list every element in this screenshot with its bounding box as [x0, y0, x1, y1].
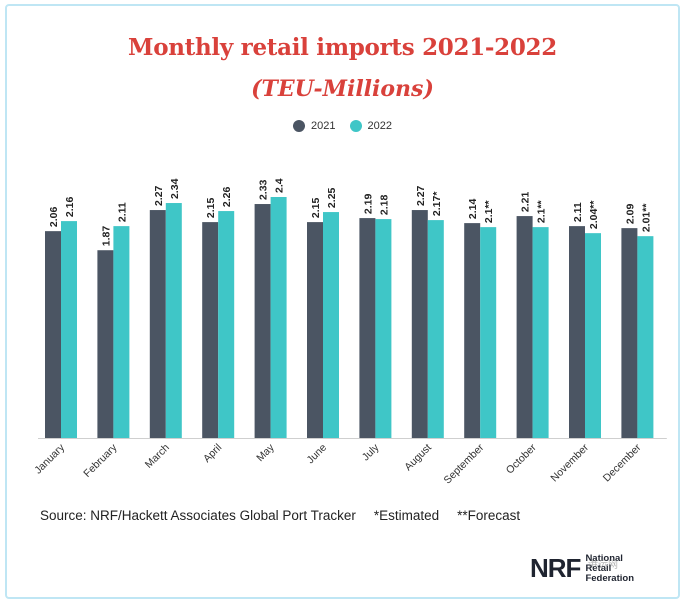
data-label-2022-july: 2.18: [378, 194, 390, 215]
x-tick-label-may: May: [254, 441, 277, 464]
x-tick-label-march: March: [143, 442, 172, 471]
legend-item-2022: 2022: [349, 120, 392, 132]
data-label-2022-september: 2.1**: [483, 199, 495, 223]
data-label-2021-july: 2.19: [362, 193, 374, 214]
legend-label-2021: 2021: [311, 120, 336, 132]
data-label-2021-october: 2.21: [520, 191, 532, 212]
bar-2022-june: [323, 212, 339, 438]
bar-2021-december: [621, 228, 638, 438]
bar-2022-december: [637, 236, 654, 438]
bar-2021-march: [149, 210, 166, 438]
legend-swatch-2022: [349, 120, 362, 132]
data-label-2021-august: 2.27: [415, 185, 427, 206]
data-label-2021-april: 2.15: [205, 198, 217, 219]
data-label-2022-november: 2.04**: [588, 200, 600, 230]
data-label-2022-december: 2.01**: [640, 203, 652, 233]
estimated-note: *Estimated: [373, 508, 440, 523]
chart-title: Monthly retail imports 2021-2022: [128, 34, 557, 61]
x-tick-label-april: April: [201, 442, 224, 465]
legend-swatch-2021: [293, 120, 306, 132]
bar-2022-april: [218, 211, 235, 438]
legend: 2021 2022: [0, 120, 685, 132]
data-label-2021-june: 2.15: [310, 198, 322, 219]
data-label-2022-march: 2.34: [169, 178, 181, 199]
watermark: 港运网: [588, 560, 618, 571]
bar-2021-february: [97, 250, 114, 438]
x-tick-label-august: August: [402, 442, 434, 474]
legend-item-2021: 2021: [293, 120, 336, 132]
bar-2021-july: [359, 218, 376, 438]
logo-line-2: Retail: [585, 562, 612, 574]
source-note: Source: NRF/Hackett Associates Global Po…: [40, 508, 356, 523]
forecast-note: **Forecast: [457, 508, 521, 523]
chart-subtitle: (TEU-Millions): [251, 76, 434, 102]
x-tick-label-october: October: [504, 441, 539, 476]
logo-mark: NRF: [530, 553, 581, 583]
bar-2021-april: [202, 222, 219, 438]
bar-2022-november: [585, 233, 601, 438]
data-label-2021-december: 2.09: [624, 204, 636, 225]
bar-2022-march: [165, 203, 182, 438]
data-label-2021-january: 2.06: [48, 207, 60, 228]
logo-text: National Retail Federation: [585, 552, 634, 584]
x-tick-label-july: July: [360, 441, 382, 463]
data-label-2021-november: 2.11: [572, 202, 584, 222]
bar-2022-february: [113, 226, 130, 438]
bar-2022-august: [427, 220, 444, 438]
logo-line-3: Federation: [585, 572, 634, 584]
bar-2021-august: [411, 210, 428, 438]
bar-2021-september: [464, 223, 481, 438]
data-label-2021-february: 1.87: [100, 226, 112, 247]
bar-2021-june: [307, 222, 323, 438]
data-label-2022-august: 2.17*: [431, 191, 443, 216]
bar-2022-january: [61, 221, 77, 438]
bar-2022-july: [375, 219, 392, 438]
data-label-2021-may: 2.33: [258, 179, 270, 200]
bar-2022-september: [480, 227, 497, 438]
data-label-2022-april: 2.26: [221, 186, 233, 207]
bar-2022-october: [532, 227, 549, 438]
x-tick-label-december: December: [601, 441, 644, 484]
bar-2021-january: [45, 231, 61, 438]
data-label-2022-june: 2.25: [326, 187, 338, 208]
x-tick-label-january: January: [32, 441, 67, 476]
data-label-2022-october: 2.1**: [536, 199, 548, 223]
data-label-2022-may: 2.4: [274, 178, 286, 193]
footer: Source: NRF/Hackett Associates Global Po…: [40, 508, 520, 523]
logo-line-1: National: [585, 552, 623, 564]
bar-2021-october: [516, 216, 533, 438]
data-label-2022-february: 2.11: [116, 202, 128, 222]
x-tick-label-february: February: [81, 441, 120, 480]
bar-2021-november: [569, 226, 585, 438]
nrf-logo: NRF National Retail Federation: [530, 553, 634, 584]
x-tick-label-june: June: [305, 442, 330, 467]
data-label-2021-september: 2.14: [467, 199, 479, 220]
bar-2021-may: [254, 204, 271, 438]
data-label-2021-march: 2.27: [153, 185, 165, 206]
x-tick-label-september: September: [442, 441, 487, 486]
data-label-2022-january: 2.16: [64, 197, 76, 218]
bar-2022-may: [270, 197, 287, 438]
x-tick-label-november: November: [548, 441, 591, 484]
legend-label-2022: 2022: [367, 120, 392, 132]
